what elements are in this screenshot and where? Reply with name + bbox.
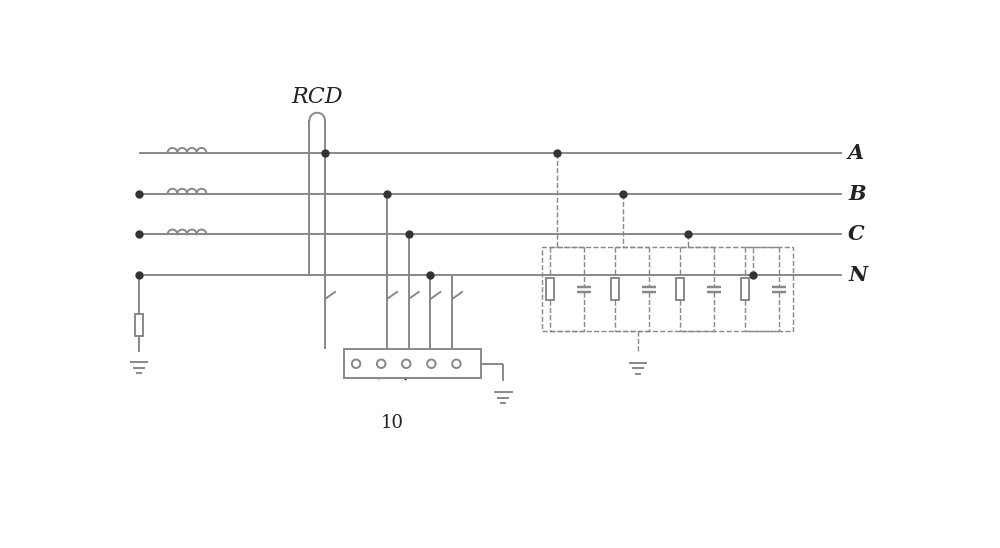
Bar <box>542 248 793 330</box>
Text: C: C <box>848 224 865 244</box>
Bar <box>741 278 749 300</box>
Text: B: B <box>848 184 866 203</box>
Text: N: N <box>848 265 867 285</box>
Text: A: A <box>848 143 864 163</box>
Text: RCD: RCD <box>291 86 343 108</box>
Text: 10: 10 <box>380 414 403 432</box>
Bar <box>611 278 619 300</box>
Bar <box>676 278 684 300</box>
Bar <box>546 278 554 300</box>
Bar <box>344 349 481 378</box>
Bar <box>135 315 143 336</box>
